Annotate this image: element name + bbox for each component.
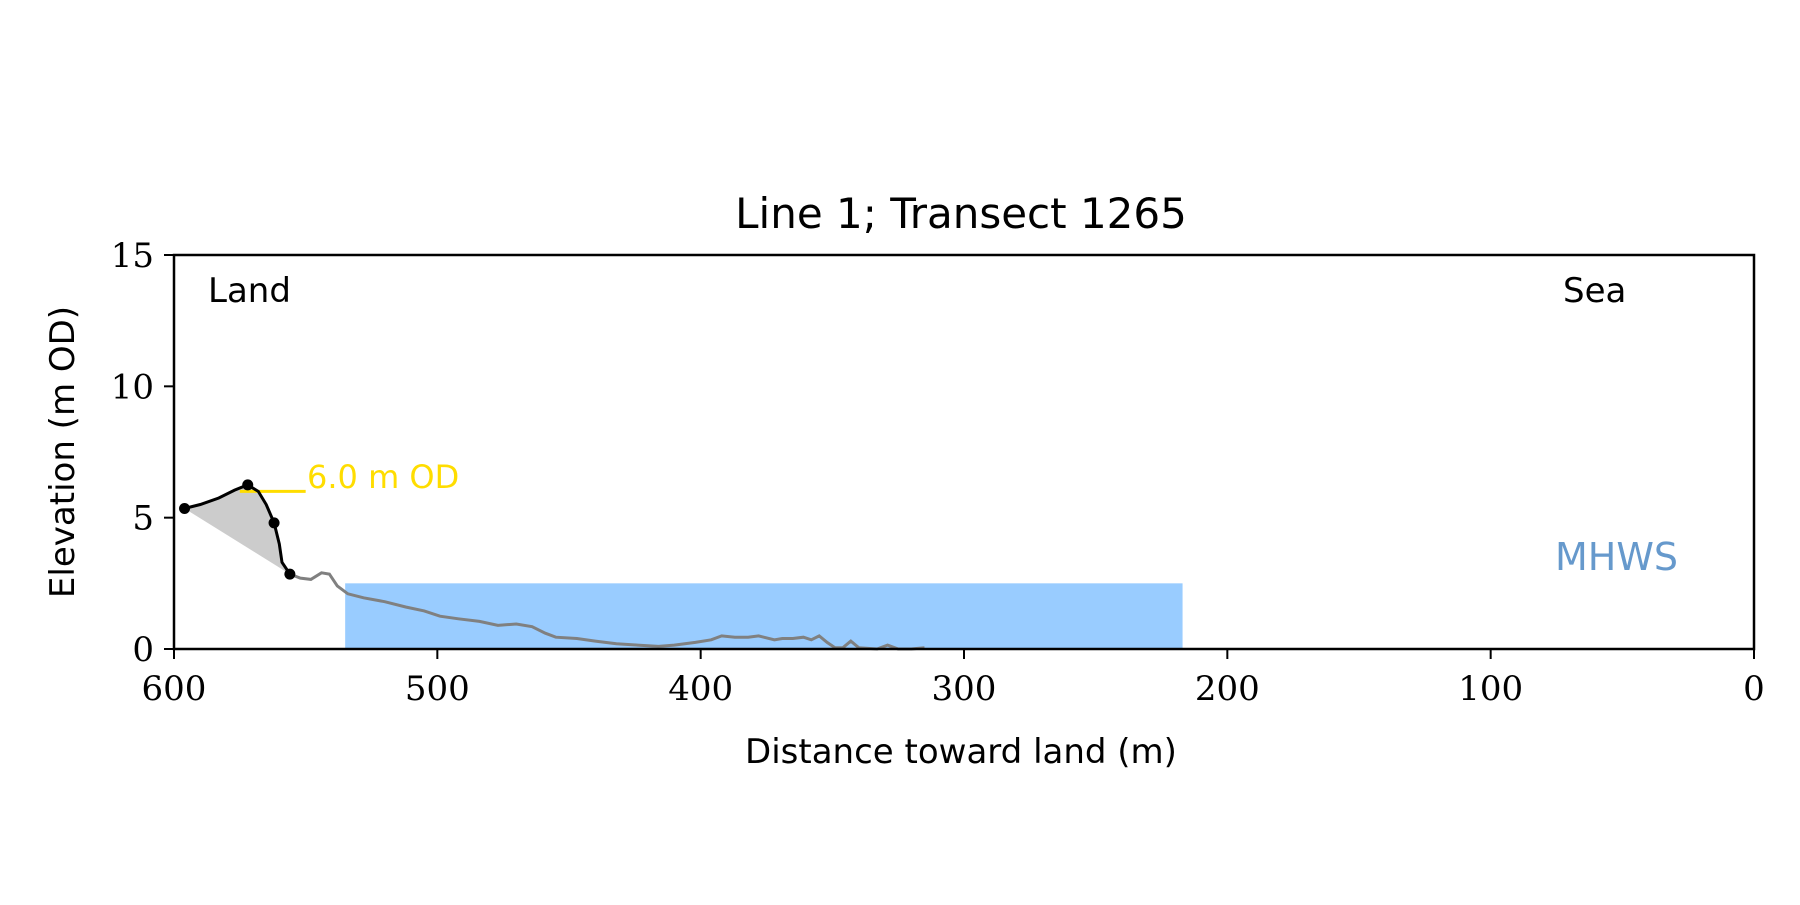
x-tick-label: 300 bbox=[932, 669, 997, 709]
land-label: Land bbox=[208, 271, 291, 311]
key-point-marker bbox=[242, 479, 254, 491]
profile-line bbox=[289, 571, 925, 651]
threshold-label: 6.0 m OD bbox=[307, 458, 459, 496]
y-axis-title: Elevation (m OD) bbox=[43, 306, 83, 598]
x-tick-label: 500 bbox=[405, 669, 470, 709]
x-tick-label: 600 bbox=[142, 669, 207, 709]
y-tick-label: 15 bbox=[111, 236, 154, 276]
y-tick-label: 5 bbox=[132, 499, 154, 539]
mhws-label: MHWS bbox=[1555, 535, 1678, 579]
mhws-region bbox=[345, 583, 1183, 649]
key-point-marker bbox=[284, 568, 296, 580]
x-tick-label: 400 bbox=[668, 669, 733, 709]
x-tick-label: 0 bbox=[1743, 669, 1765, 709]
y-tick-label: 10 bbox=[111, 367, 154, 407]
key-point-marker bbox=[268, 517, 280, 529]
key-points bbox=[179, 479, 296, 580]
dune-fill-area bbox=[184, 484, 290, 575]
dune-profile-line bbox=[184, 483, 292, 575]
chart-title: Line 1; Transect 1265 bbox=[735, 189, 1187, 238]
key-point-marker bbox=[179, 502, 191, 514]
y-tick-label: 0 bbox=[132, 630, 154, 670]
x-axis-ticks: 600 500 400 300 200 100 0 bbox=[142, 649, 1765, 709]
sea-label: Sea bbox=[1563, 271, 1626, 311]
x-tick-label: 200 bbox=[1195, 669, 1260, 709]
x-tick-label: 100 bbox=[1458, 669, 1523, 709]
x-axis-title: Distance toward land (m) bbox=[745, 732, 1177, 772]
data-layer bbox=[179, 479, 1183, 651]
y-axis-ticks: 0 5 10 15 bbox=[111, 236, 174, 670]
